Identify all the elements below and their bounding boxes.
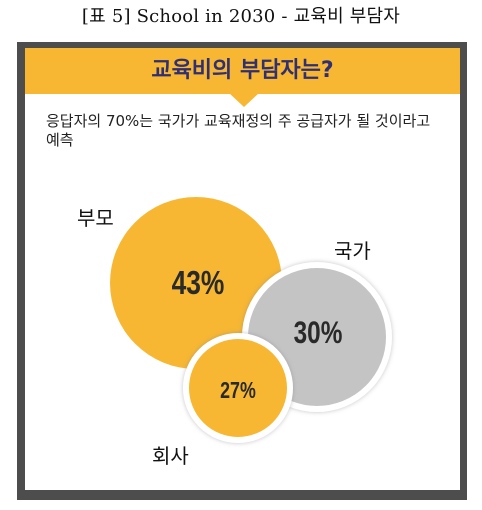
value-label-parents: 43% xyxy=(172,265,225,301)
series-label-parents: 부모 xyxy=(77,206,114,230)
title-banner xyxy=(25,48,460,94)
banner-pointer xyxy=(229,93,259,107)
bubble-company xyxy=(183,333,293,443)
series-label-state: 국가 xyxy=(334,239,371,263)
value-label-state: 30% xyxy=(294,315,343,351)
banner-title: 교육비의 부담자는? xyxy=(151,58,334,83)
value-label-company: 27% xyxy=(220,378,256,404)
table-caption: [표 5] School in 2030 - 교육비 부담자 xyxy=(81,6,401,27)
chart-subtitle: 응답자의 70%는 국가가 교육재정의 주 공급자가 될 것이라고 예측 xyxy=(46,112,431,149)
series-label-company: 회사 xyxy=(152,444,189,468)
bubble-parents xyxy=(110,197,282,369)
